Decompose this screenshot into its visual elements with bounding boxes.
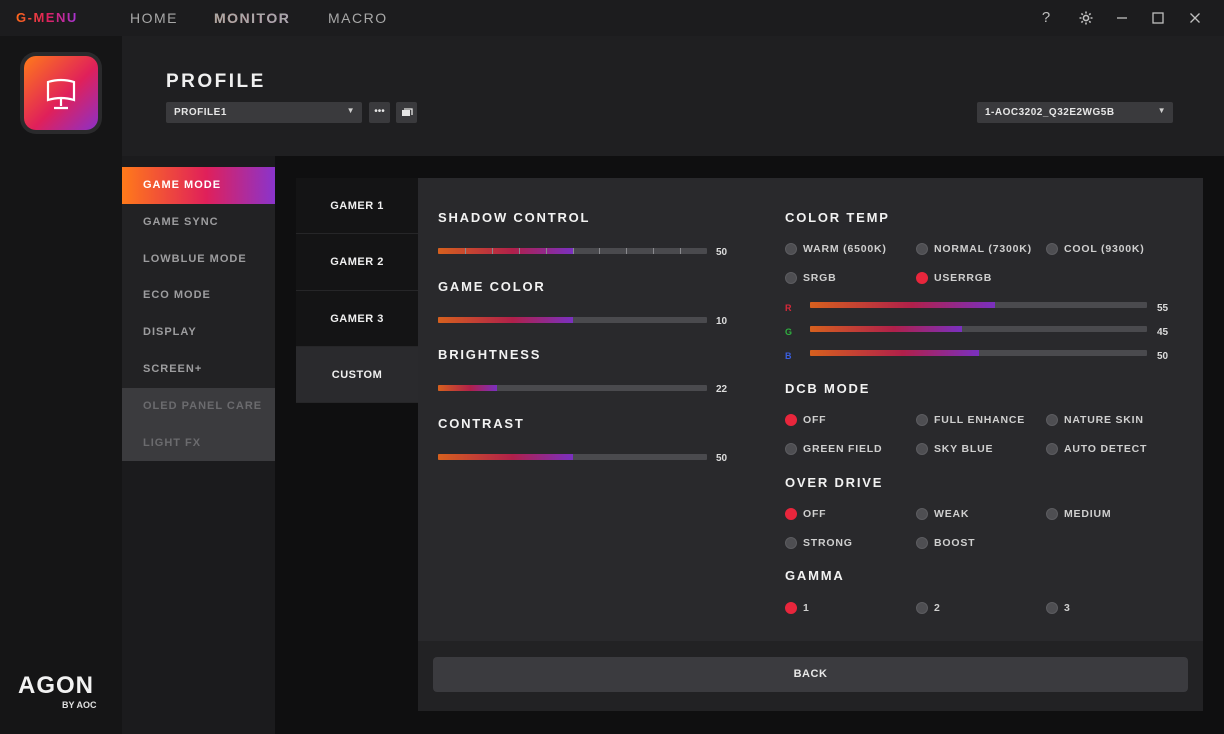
monitor-select[interactable]: 1-AOC3202_Q32E2WG5B ▼: [977, 102, 1173, 123]
close-icon[interactable]: [1185, 8, 1205, 28]
profile-select-value: PROFILE1: [174, 107, 227, 118]
radio-userrgb[interactable]: USERRGB: [916, 271, 992, 285]
more-dots-icon: •••: [374, 106, 385, 117]
radio-gamma-3[interactable]: 3: [1046, 601, 1071, 615]
monitor-module-button[interactable]: [20, 52, 102, 134]
radio-od-boost[interactable]: BOOST: [916, 536, 975, 550]
agon-logo: AGON: [18, 672, 94, 699]
panel-footer: BACK: [418, 641, 1203, 711]
radio-od-off[interactable]: OFF: [785, 507, 826, 521]
color-temp-title: COLOR TEMP: [785, 210, 890, 225]
channel-g-label: G: [785, 327, 793, 337]
menu-screen-plus[interactable]: SCREEN+: [122, 350, 275, 388]
chevron-down-icon: ▼: [346, 106, 355, 115]
tab-custom[interactable]: CUSTOM: [296, 346, 418, 404]
dcb-mode-title: DCB MODE: [785, 381, 871, 396]
game-color-title: GAME COLOR: [438, 279, 546, 294]
game-color-slider[interactable]: [438, 317, 707, 323]
copy-icon: [401, 108, 413, 116]
tab-gamer-2[interactable]: GAMER 2: [296, 234, 418, 291]
profile-copy-button[interactable]: [396, 102, 417, 123]
game-color-value: 10: [716, 316, 728, 327]
radio-full-enhance[interactable]: FULL ENHANCE: [916, 413, 1025, 427]
radio-normal[interactable]: NORMAL (7300K): [916, 242, 1032, 256]
menu-game-mode[interactable]: GAME MODE: [122, 167, 275, 204]
radio-od-weak[interactable]: WEAK: [916, 507, 969, 521]
radio-cool[interactable]: COOL (9300K): [1046, 242, 1145, 256]
settings-menu: GAME MODE GAME SYNC LOWBLUE MODE ECO MOD…: [122, 167, 275, 462]
radio-warm[interactable]: WARM (6500K): [785, 242, 887, 256]
brightness-title: BRIGHTNESS: [438, 347, 542, 362]
channel-g-fill: [810, 326, 962, 332]
nav-home[interactable]: HOME: [130, 10, 178, 26]
menu-game-sync[interactable]: GAME SYNC: [122, 203, 275, 241]
menu-display[interactable]: DISPLAY: [122, 314, 275, 351]
channel-r-label: R: [785, 303, 792, 313]
menu-lowblue-mode[interactable]: LOWBLUE MODE: [122, 240, 275, 278]
back-button[interactable]: BACK: [433, 657, 1188, 692]
channel-g-slider[interactable]: [810, 326, 1147, 332]
channel-r-slider[interactable]: [810, 302, 1147, 308]
tab-gamer-1[interactable]: GAMER 1: [296, 178, 418, 235]
aoc-logo: BY AOC: [62, 700, 97, 710]
radio-nature-skin[interactable]: NATURE SKIN: [1046, 413, 1144, 427]
channel-b-value: 50: [1157, 351, 1169, 362]
profile-header: PROFILE PROFILE1 ▼ ••• 1-AOC3202_Q32E2WG…: [122, 36, 1224, 156]
brightness-slider[interactable]: [438, 385, 707, 391]
minimize-icon[interactable]: [1112, 8, 1132, 28]
nav-macro[interactable]: MACRO: [328, 10, 388, 26]
radio-gamma-1[interactable]: 1: [785, 601, 810, 615]
contrast-fill: [438, 454, 573, 460]
radio-srgb[interactable]: SRGB: [785, 271, 837, 285]
channel-r-fill: [810, 302, 996, 308]
game-mode-tabs: GAMER 1 GAMER 2 GAMER 3 CUSTOM: [296, 178, 418, 404]
channel-b-label: B: [785, 351, 792, 361]
title-bar: G-MENU HOME MONITOR MACRO ?: [0, 0, 1224, 36]
shadow-control-slider[interactable]: [438, 248, 707, 254]
menu-light-fx: LIGHT FX: [122, 424, 275, 462]
gear-icon[interactable]: [1076, 8, 1096, 28]
menu-oled-panel-care: OLED PANEL CARE: [122, 387, 275, 425]
chevron-down-icon: ▼: [1157, 106, 1166, 115]
radio-od-strong[interactable]: STRONG: [785, 536, 853, 550]
channel-b-slider[interactable]: [810, 350, 1147, 356]
shadow-control-fill: [438, 248, 573, 254]
radio-auto-detect[interactable]: AUTO DETECT: [1046, 442, 1147, 456]
profile-title: PROFILE: [166, 71, 266, 92]
radio-green-field[interactable]: GREEN FIELD: [785, 442, 882, 456]
help-icon[interactable]: ?: [1041, 9, 1051, 26]
brightness-fill: [438, 385, 498, 391]
contrast-slider[interactable]: [438, 454, 707, 460]
over-drive-title: OVER DRIVE: [785, 475, 884, 490]
gamma-title: GAMMA: [785, 568, 845, 583]
custom-settings-panel: SHADOW CONTROL 50 GAME COLOR 10 BRIGHTNE…: [418, 178, 1203, 641]
radio-dcb-off[interactable]: OFF: [785, 413, 826, 427]
app-brand: G-MENU: [16, 10, 78, 25]
game-color-fill: [438, 317, 573, 323]
radio-sky-blue[interactable]: SKY BLUE: [916, 442, 993, 456]
channel-b-fill: [810, 350, 979, 356]
channel-g-value: 45: [1157, 327, 1169, 338]
profile-more-button[interactable]: •••: [369, 102, 390, 123]
nav-monitor[interactable]: MONITOR: [214, 10, 291, 26]
monitor-icon: [24, 56, 98, 130]
shadow-control-value: 50: [716, 247, 728, 258]
shadow-control-ticks: [438, 248, 707, 254]
contrast-title: CONTRAST: [438, 416, 525, 431]
monitor-select-value: 1-AOC3202_Q32E2WG5B: [985, 107, 1115, 118]
profile-select[interactable]: PROFILE1 ▼: [166, 102, 362, 123]
tab-gamer-3[interactable]: GAMER 3: [296, 290, 418, 347]
menu-eco-mode[interactable]: ECO MODE: [122, 277, 275, 315]
left-rail: AGON BY AOC: [0, 36, 122, 734]
channel-r-value: 55: [1157, 303, 1169, 314]
radio-gamma-2[interactable]: 2: [916, 601, 941, 615]
shadow-control-title: SHADOW CONTROL: [438, 210, 591, 225]
contrast-value: 50: [716, 453, 728, 464]
brightness-value: 22: [716, 384, 728, 395]
radio-od-medium[interactable]: MEDIUM: [1046, 507, 1111, 521]
maximize-icon[interactable]: [1148, 8, 1168, 28]
